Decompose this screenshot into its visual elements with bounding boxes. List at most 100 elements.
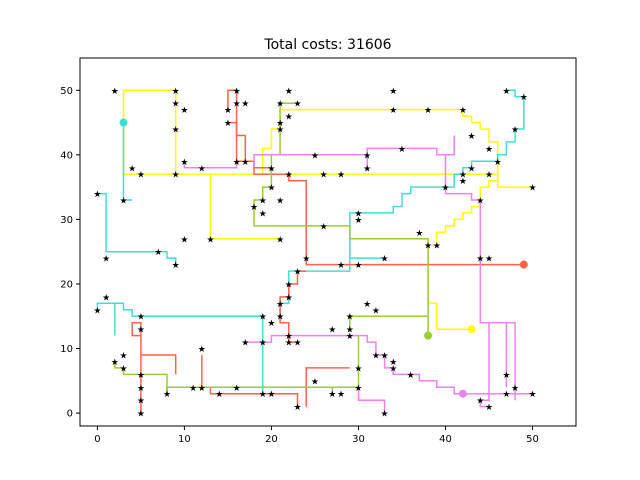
customer-star: ★ xyxy=(511,384,519,394)
y-tick-label: 20 xyxy=(60,279,73,290)
customer-star: ★ xyxy=(320,222,328,232)
customer-star: ★ xyxy=(354,209,362,219)
route-segment xyxy=(479,258,508,388)
y-tick-label: 30 xyxy=(60,215,73,226)
route-segment xyxy=(357,387,386,414)
customer-star: ★ xyxy=(468,164,476,174)
customer-star: ★ xyxy=(424,106,432,116)
customer-star: ★ xyxy=(259,313,267,323)
customer-star: ★ xyxy=(476,255,484,265)
y-tick-label: 50 xyxy=(60,86,73,97)
route-segment xyxy=(366,147,446,156)
customer-star: ★ xyxy=(320,171,328,181)
route-segment xyxy=(279,270,307,343)
route-segment xyxy=(114,361,168,394)
plot-frame xyxy=(79,57,577,427)
customer-star: ★ xyxy=(363,164,371,174)
customer-star: ★ xyxy=(302,255,310,265)
route-segment xyxy=(245,334,463,395)
customer-star: ★ xyxy=(485,403,493,413)
customer-star: ★ xyxy=(337,171,345,181)
customer-star: ★ xyxy=(233,100,241,110)
customer-star: ★ xyxy=(354,216,362,226)
customer-star: ★ xyxy=(276,119,284,129)
customer-star: ★ xyxy=(276,100,284,110)
customer-star: ★ xyxy=(511,126,519,136)
customer-star: ★ xyxy=(259,390,267,400)
customer-star: ★ xyxy=(267,184,275,194)
customer-star: ★ xyxy=(354,384,362,394)
customer-star: ★ xyxy=(328,326,336,336)
depot-markers xyxy=(119,118,528,398)
customer-star: ★ xyxy=(119,197,127,207)
customer-star: ★ xyxy=(494,158,502,168)
customer-star: ★ xyxy=(441,184,449,194)
customer-star: ★ xyxy=(328,390,336,400)
customer-star: ★ xyxy=(241,339,249,349)
customer-star: ★ xyxy=(285,171,293,181)
route-segment xyxy=(201,355,299,407)
customer-star: ★ xyxy=(276,235,284,245)
customer-star: ★ xyxy=(459,177,467,187)
customer-star: ★ xyxy=(389,87,397,97)
customer-star: ★ xyxy=(233,158,241,168)
route-segment xyxy=(349,315,429,330)
customer-star: ★ xyxy=(459,171,467,181)
customer-star: ★ xyxy=(250,203,258,213)
x-tick-label: 30 xyxy=(352,434,365,445)
customer-star: ★ xyxy=(381,410,389,420)
route-lines xyxy=(96,89,533,414)
customer-star: ★ xyxy=(485,255,493,265)
customer-markers: ★ ★★★★★★★★ ★★★★★★★★★ ★ ★★★★★★★★★★★★★★★★★★★★★… xyxy=(93,87,536,420)
depot-point xyxy=(458,389,467,398)
customer-star: ★ xyxy=(407,371,415,381)
customer-star: ★ xyxy=(259,339,267,349)
route-segment xyxy=(96,302,264,394)
route-segment xyxy=(122,122,133,201)
customer-star: ★ xyxy=(180,158,188,168)
route-segment xyxy=(131,321,177,414)
customer-star: ★ xyxy=(180,106,188,116)
customer-star: ★ xyxy=(276,300,284,310)
customer-star: ★ xyxy=(389,364,397,374)
customer-star: ★ xyxy=(346,313,354,323)
customer-star: ★ xyxy=(381,255,389,265)
customer-star: ★ xyxy=(233,384,241,394)
customer-star: ★ xyxy=(163,390,171,400)
customer-star: ★ xyxy=(285,87,293,97)
customer-star: ★ xyxy=(102,293,110,303)
customer-star: ★ xyxy=(259,197,267,207)
x-tick-label: 40 xyxy=(439,434,452,445)
customer-star: ★ xyxy=(424,242,432,252)
customer-star: ★ xyxy=(528,390,536,400)
route-segment xyxy=(97,192,177,265)
customer-star: ★ xyxy=(476,397,484,407)
customer-star: ★ xyxy=(285,293,293,303)
customer-star: ★ xyxy=(172,87,180,97)
customer-star: ★ xyxy=(363,151,371,161)
route-segment xyxy=(444,135,482,259)
route-segment xyxy=(349,334,360,388)
customer-star: ★ xyxy=(372,351,380,361)
y-tick-label: 0 xyxy=(67,409,73,420)
customer-star: ★ xyxy=(354,364,362,374)
customer-star: ★ xyxy=(346,326,354,336)
route-segment xyxy=(209,108,499,330)
customer-star: ★ xyxy=(285,113,293,123)
customer-star: ★ xyxy=(276,197,284,207)
y-tick-label: 40 xyxy=(60,150,73,161)
customer-star: ★ xyxy=(137,397,145,407)
customer-star: ★ xyxy=(276,313,284,323)
customer-star: ★ xyxy=(285,332,293,342)
customer-star: ★ xyxy=(285,339,293,349)
customer-star: ★ xyxy=(198,164,206,174)
customer-star: ★ xyxy=(398,145,406,155)
customer-star: ★ xyxy=(276,126,284,136)
customer-star: ★ xyxy=(137,410,145,420)
depot-point xyxy=(424,331,433,340)
customer-star: ★ xyxy=(389,106,397,116)
customer-star: ★ xyxy=(372,306,380,316)
x-axis: 0 10 20 30 40 50 xyxy=(94,426,539,445)
customer-star: ★ xyxy=(198,384,206,394)
